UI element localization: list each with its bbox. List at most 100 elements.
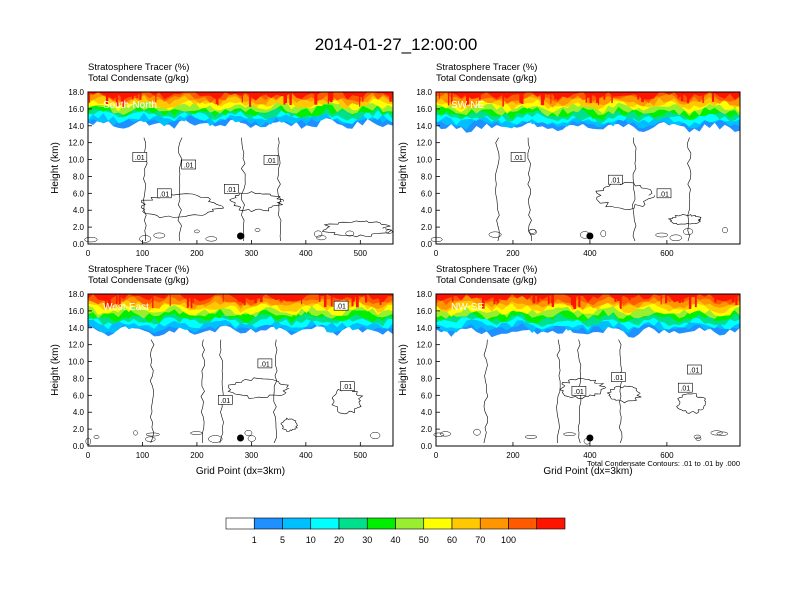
- contour-label: .01: [342, 384, 352, 391]
- tracer-streak: [169, 294, 171, 306]
- colorbar-swatch: [225, 517, 255, 530]
- tracer-streak: [327, 92, 329, 105]
- tracer-streak: [136, 92, 138, 99]
- condensate-contour-column: [177, 137, 183, 242]
- condensate-cell: [247, 435, 256, 442]
- tracer-streak: [551, 294, 554, 307]
- y-tick-label: 18.0: [416, 88, 432, 97]
- tracer-streak: [637, 92, 639, 99]
- tracer-streak: [573, 294, 577, 309]
- tracer-streak: [519, 92, 522, 104]
- y-tick-label: 16.0: [416, 105, 432, 114]
- y-tick-label: 0.0: [421, 442, 433, 451]
- contour-label: .01: [574, 389, 584, 396]
- condensate-cell: [345, 230, 355, 237]
- tracer-streak: [105, 294, 107, 308]
- tracer-streak: [451, 294, 454, 302]
- panel-title-line-2: Total Condensate (g/kg): [88, 73, 189, 84]
- x-tick-label: 600: [660, 249, 674, 258]
- y-axis-label: Height (km): [398, 344, 409, 396]
- contour-label: .01: [184, 163, 194, 170]
- contour-label-box: [181, 159, 196, 170]
- condensate-cell: [669, 234, 683, 242]
- tracer-streak: [365, 294, 368, 303]
- y-tick-label: 4.0: [421, 408, 433, 417]
- contour-label: .01: [336, 304, 346, 311]
- condensate-cell: [693, 434, 702, 439]
- x-tick-label: 400: [299, 249, 313, 258]
- tracer-streak: [155, 92, 157, 103]
- tracer-streak: [254, 294, 257, 304]
- condensate-cell: [133, 430, 138, 436]
- y-tick-label: 10.0: [68, 358, 84, 367]
- contour-label: .01: [680, 386, 690, 393]
- tracer-streak: [359, 92, 361, 107]
- plot-frame: [87, 91, 394, 245]
- tracer-streak: [299, 92, 302, 99]
- y-tick-label: 8.0: [73, 172, 85, 181]
- y-tick-label: 12.0: [68, 139, 84, 148]
- y-tick-label: 8.0: [421, 172, 433, 181]
- contour-label-box: [132, 152, 148, 162]
- condensate-cell: [430, 236, 443, 243]
- y-tick-label: 14.0: [416, 324, 432, 333]
- colorbar-label: 5: [280, 535, 285, 545]
- contour-label: .01: [159, 191, 169, 198]
- panel-sw-ne: .01 .01 .01 SW-NE Stratosphere Tracer (%)Tot…: [398, 62, 741, 258]
- condensate-contour: [676, 393, 707, 414]
- tracer-streak: [152, 294, 154, 309]
- tracer-streak: [329, 92, 333, 103]
- colorbar-swatch: [395, 517, 425, 530]
- colorbar-label: 40: [390, 535, 400, 545]
- condensate-cell: [600, 230, 607, 238]
- contour-label-box: [257, 358, 273, 369]
- colorbar-swatch: [479, 517, 509, 530]
- tracer-streak: [116, 294, 118, 304]
- contour-label-box: [333, 300, 349, 311]
- x-tick-label: 100: [136, 249, 150, 258]
- condensate-cell: [563, 432, 577, 436]
- condensate-cell: [244, 430, 253, 436]
- y-tick-label: 4.0: [73, 206, 85, 215]
- plot-frame: [435, 91, 741, 245]
- tracer-streak: [596, 92, 599, 104]
- condensate-cell: [683, 228, 694, 236]
- condensate-contour: [280, 417, 298, 432]
- condensate-cell: [488, 231, 502, 238]
- condensate-contour-column: [149, 339, 155, 444]
- condensate-cell: [254, 228, 261, 232]
- y-axis-label: Height (km): [398, 142, 409, 194]
- y-tick-label: 2.0: [73, 223, 85, 232]
- tracer-streak: [665, 294, 668, 304]
- x-tick-label: 0: [86, 451, 91, 460]
- colorbar-swatch: [282, 517, 312, 530]
- y-tick-label: 16.0: [68, 307, 84, 316]
- y-axis-label: Height (km): [50, 344, 61, 396]
- tracer-streak: [217, 92, 219, 106]
- colorbar-swatch: [253, 517, 283, 530]
- y-tick-label: 0.0: [73, 240, 85, 249]
- tracer-streak: [324, 294, 327, 308]
- y-tick-label: 6.0: [73, 189, 85, 198]
- colorbar-label: 70: [475, 535, 485, 545]
- tracer-streak: [540, 92, 544, 106]
- condensate-cell: [194, 229, 200, 234]
- tracer-streak: [711, 92, 714, 102]
- contour-label-box: [687, 364, 702, 375]
- tracer-streak: [289, 92, 292, 105]
- colorbar-label: 100: [501, 535, 516, 545]
- tracer-streak: [330, 294, 333, 307]
- panel-title-line-1: Stratosphere Tracer (%): [88, 62, 189, 73]
- condensate-cell: [205, 236, 218, 242]
- condensate-cell: [695, 436, 702, 441]
- condensate-contour: [141, 193, 224, 219]
- tracer-streak: [681, 294, 684, 303]
- panel-title-line-2: Total Condensate (g/kg): [88, 275, 189, 286]
- x-tick-label: 300: [245, 451, 259, 460]
- condensate-cell: [473, 428, 481, 436]
- condensate-cell: [439, 431, 452, 437]
- contour-label: .01: [659, 191, 669, 198]
- tracer-streak: [332, 92, 334, 100]
- y-tick-label: 18.0: [416, 290, 432, 299]
